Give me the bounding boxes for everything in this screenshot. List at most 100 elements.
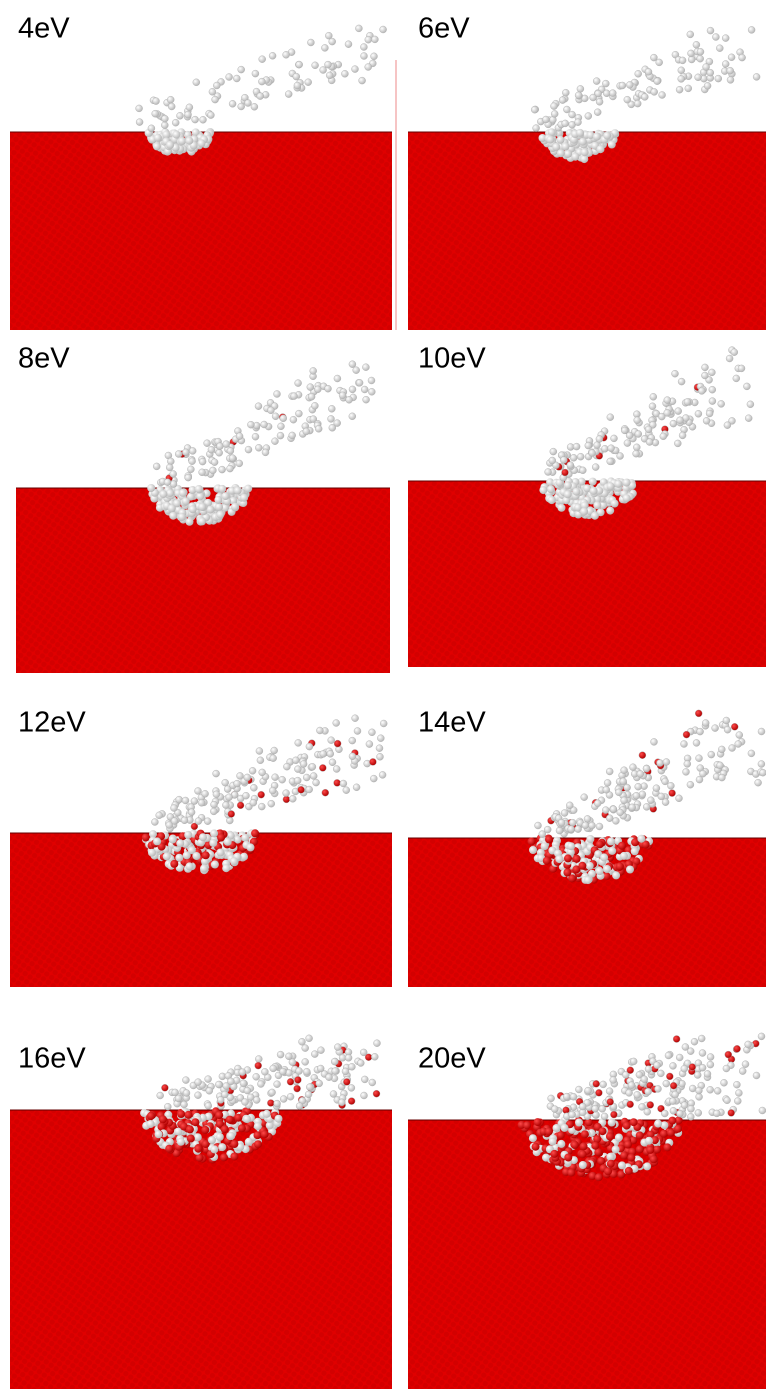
white-atom bbox=[308, 393, 315, 400]
white-atom bbox=[624, 784, 631, 791]
red-atom bbox=[636, 1145, 644, 1153]
white-atom bbox=[183, 1090, 190, 1097]
panel: 6eV bbox=[408, 13, 766, 330]
white-atom bbox=[166, 464, 173, 471]
white-atom bbox=[285, 91, 292, 98]
white-atom bbox=[245, 1138, 253, 1146]
white-atom bbox=[306, 1084, 313, 1091]
red-atom bbox=[267, 1100, 274, 1107]
white-atom bbox=[185, 111, 192, 118]
panel-label: 4eV bbox=[18, 13, 70, 45]
white-atom bbox=[562, 143, 570, 151]
white-atom bbox=[661, 1110, 668, 1117]
white-atom bbox=[198, 139, 206, 147]
white-atom bbox=[320, 750, 327, 757]
white-atom bbox=[734, 1098, 741, 1105]
white-atom bbox=[368, 377, 375, 384]
white-atom bbox=[317, 1065, 324, 1072]
red-atom bbox=[217, 834, 225, 842]
red-atom bbox=[170, 860, 178, 868]
white-atom bbox=[645, 1066, 652, 1073]
red-atom bbox=[606, 1132, 614, 1140]
white-atom bbox=[678, 67, 685, 74]
white-atom bbox=[310, 773, 317, 780]
white-atom bbox=[567, 842, 575, 850]
white-atom bbox=[669, 1098, 676, 1105]
white-atom bbox=[603, 865, 611, 873]
white-atom bbox=[560, 457, 567, 464]
white-atom bbox=[340, 780, 347, 787]
white-atom bbox=[167, 458, 174, 465]
white-atom bbox=[280, 1096, 287, 1103]
white-atom bbox=[186, 862, 194, 870]
white-atom bbox=[709, 398, 716, 405]
white-atom bbox=[310, 367, 317, 374]
white-atom bbox=[376, 745, 383, 752]
white-atom bbox=[611, 435, 618, 442]
white-atom bbox=[571, 153, 579, 161]
white-atom bbox=[296, 1103, 303, 1110]
white-atom bbox=[309, 763, 316, 770]
white-atom bbox=[148, 849, 156, 857]
red-atom bbox=[550, 1150, 558, 1158]
white-atom bbox=[592, 464, 599, 471]
white-atom bbox=[678, 378, 685, 385]
red-atom bbox=[593, 1080, 600, 1087]
white-atom bbox=[717, 762, 724, 769]
white-atom bbox=[733, 1081, 740, 1088]
panel-label: 12eV bbox=[18, 707, 86, 739]
white-atom bbox=[548, 496, 556, 504]
white-atom bbox=[722, 61, 729, 68]
white-atom bbox=[687, 1113, 694, 1120]
white-atom bbox=[213, 82, 220, 89]
red-atom bbox=[334, 779, 341, 786]
white-atom bbox=[612, 817, 619, 824]
white-atom bbox=[542, 1154, 550, 1162]
white-atom bbox=[267, 407, 274, 414]
white-atom bbox=[245, 100, 252, 107]
white-atom bbox=[697, 48, 704, 55]
red-atom bbox=[624, 1141, 632, 1149]
red-atom bbox=[669, 790, 676, 797]
white-atom bbox=[363, 396, 370, 403]
white-atom bbox=[161, 115, 168, 122]
red-atom bbox=[695, 710, 702, 717]
white-atom bbox=[330, 1091, 337, 1098]
white-atom bbox=[570, 1093, 577, 1100]
white-atom bbox=[739, 54, 746, 61]
white-atom bbox=[172, 1089, 179, 1096]
white-atom bbox=[156, 812, 163, 819]
white-atom bbox=[259, 769, 266, 776]
white-atom bbox=[299, 1038, 306, 1045]
white-atom bbox=[568, 826, 575, 833]
white-atom bbox=[274, 1081, 281, 1088]
white-atom bbox=[325, 385, 332, 392]
white-atom bbox=[208, 446, 215, 453]
white-atom bbox=[241, 834, 249, 842]
white-atom bbox=[651, 738, 658, 745]
white-atom bbox=[621, 767, 628, 774]
white-atom bbox=[327, 750, 334, 757]
white-atom bbox=[582, 822, 589, 829]
red-atom bbox=[343, 1078, 350, 1085]
red-atom bbox=[689, 1064, 696, 1071]
red-atom bbox=[373, 1090, 380, 1097]
white-atom bbox=[663, 759, 670, 766]
white-atom bbox=[569, 819, 576, 826]
white-atom bbox=[579, 138, 587, 146]
red-atom bbox=[177, 1110, 185, 1118]
white-atom bbox=[535, 822, 542, 829]
white-atom bbox=[306, 786, 313, 793]
panel-label: 8eV bbox=[18, 343, 70, 375]
white-atom bbox=[723, 717, 730, 724]
white-atom bbox=[635, 431, 642, 438]
white-atom bbox=[645, 1088, 652, 1095]
white-atom bbox=[214, 496, 222, 504]
white-atom bbox=[647, 797, 654, 804]
white-atom bbox=[549, 1138, 557, 1146]
white-atom bbox=[662, 799, 669, 806]
white-atom bbox=[696, 1093, 703, 1100]
white-atom bbox=[602, 80, 609, 87]
white-atom bbox=[275, 1115, 283, 1123]
red-atom bbox=[639, 752, 646, 759]
